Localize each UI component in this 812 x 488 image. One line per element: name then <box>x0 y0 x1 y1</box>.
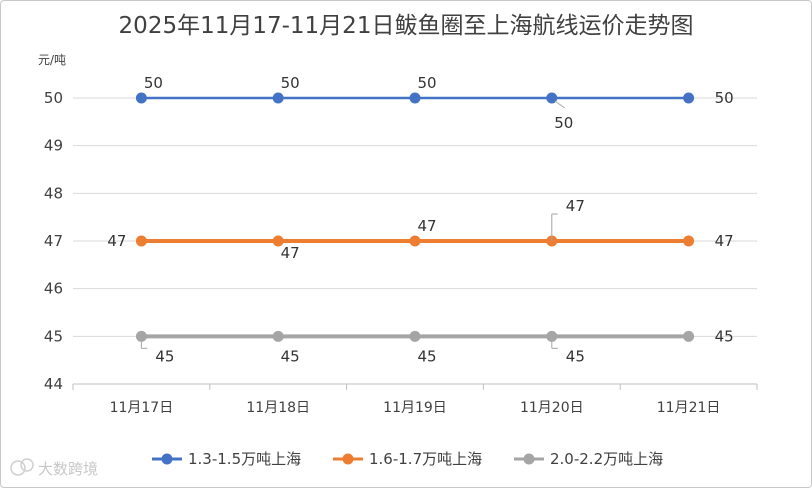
data-label: 47 <box>417 217 436 235</box>
data-label: 47 <box>715 232 734 250</box>
y-tick-label: 44 <box>44 375 63 393</box>
y-tick-label: 46 <box>44 280 63 298</box>
y-tick-label: 48 <box>44 184 63 202</box>
chart-title: 2025年11月17-11月21日鲅鱼圈至上海航线运价走势图 <box>119 13 694 39</box>
data-label: 47 <box>107 232 126 250</box>
data-label: 50 <box>417 74 436 92</box>
series-lines <box>135 92 695 342</box>
data-point <box>409 330 421 342</box>
data-label: 50 <box>144 74 163 92</box>
legend-label: 1.6-1.7万吨上海 <box>369 450 482 468</box>
x-tick-label: 11月20日 <box>520 400 584 416</box>
data-label: 45 <box>417 347 436 365</box>
x-tick-label: 11月21日 <box>657 400 721 416</box>
data-label: 47 <box>281 244 300 262</box>
data-point <box>135 92 147 104</box>
data-label: 45 <box>155 347 174 365</box>
data-label: 45 <box>281 347 300 365</box>
y-axis-unit-label: 元/吨 <box>38 53 66 67</box>
data-label: 50 <box>281 74 300 92</box>
axes: 44 45 46 47 48 49 50 11月17日 11月18日 11月19日 11月20日 11… <box>44 89 758 416</box>
data-point <box>546 92 558 104</box>
data-point <box>683 235 695 247</box>
data-point <box>272 330 284 342</box>
data-label: 45 <box>566 347 585 365</box>
gridlines <box>73 97 757 337</box>
data-point <box>409 92 421 104</box>
data-point <box>272 92 284 104</box>
legend-label: 1.3-1.5万吨上海 <box>188 450 301 468</box>
data-label: 50 <box>715 89 734 107</box>
y-tick-label: 45 <box>44 327 63 345</box>
data-label: 47 <box>566 197 585 215</box>
x-tick-label: 11月17日 <box>110 400 174 416</box>
watermark-text: 大数跨境 <box>38 460 98 478</box>
data-point <box>409 235 421 247</box>
data-point <box>272 235 284 247</box>
watermark: 大数跨境 <box>10 458 98 478</box>
data-point <box>135 235 147 247</box>
legend: 1.3-1.5万吨上海 1.6-1.7万吨上海 2.0-2.2万吨上海 <box>152 450 663 468</box>
legend-label: 2.0-2.2万吨上海 <box>550 450 663 468</box>
data-labels: 50 50 50 50 50 47 47 47 47 47 45 45 45 45 45 <box>107 74 733 365</box>
data-label: 50 <box>554 114 573 132</box>
data-point <box>683 330 695 342</box>
x-tick-label: 11月19日 <box>383 400 447 416</box>
x-tick-label: 11月18日 <box>246 400 310 416</box>
y-tick-label: 50 <box>44 89 63 107</box>
legend-marker <box>523 453 535 465</box>
data-point <box>683 92 695 104</box>
legend-marker <box>161 453 173 465</box>
leader-line <box>554 100 566 109</box>
y-tick-label: 49 <box>44 137 63 155</box>
chat-bubble-icon <box>10 458 34 476</box>
y-tick-label: 47 <box>44 232 63 250</box>
data-label: 45 <box>715 327 734 345</box>
legend-marker <box>342 453 354 465</box>
